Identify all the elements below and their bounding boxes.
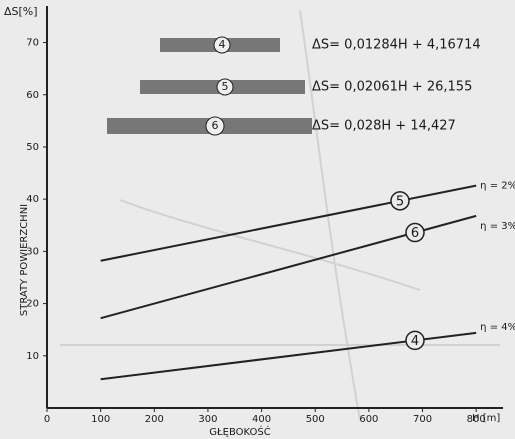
icon-label: 4 [219, 38, 226, 51]
x-tick-label: 500 [306, 414, 325, 425]
icon-5: 5 [140, 79, 305, 95]
x-tick-label: 300 [198, 414, 217, 425]
background-traces [60, 10, 500, 420]
series-label: 6 [411, 226, 419, 241]
x-tick-label: 100 [91, 414, 110, 425]
y-tick-label: 70 [26, 38, 39, 49]
x-tick-label: 200 [145, 414, 164, 425]
equation: ΔS= 0,02061H + 26,155 [312, 80, 472, 95]
eta-label: η = 2% [480, 181, 515, 192]
y-tick-label: 50 [26, 142, 39, 153]
x-tick-label: 600 [359, 414, 378, 425]
x-tick-label: 800 [467, 414, 486, 425]
y-tick-label: 40 [26, 194, 39, 205]
x-tick-label: 400 [252, 414, 271, 425]
y-tick-label: 20 [26, 299, 39, 310]
x-tick-label: 700 [413, 414, 432, 425]
series-label: 4 [411, 334, 419, 349]
x-tick-label: 0 [44, 414, 50, 425]
icon-6: 6 [107, 117, 312, 135]
icon-label: 5 [222, 80, 229, 93]
chart: 4 5 6 ΔS[%] H [m] GŁĘBOKOŚĆ STRATY POWIE… [0, 0, 515, 439]
x-title: GŁĘBOKOŚĆ [209, 425, 270, 438]
icon-4: 4 [160, 37, 280, 53]
faint-curve [120, 200, 420, 290]
eta-label: η = 4% [480, 322, 515, 333]
equation: ΔS= 0,01284H + 4,16714 [312, 38, 481, 53]
equation: ΔS= 0,028H + 14,427 [312, 119, 456, 134]
eta-label: η = 3% [480, 221, 515, 232]
y-tick-label: 60 [26, 90, 39, 101]
icon-label: 6 [212, 119, 219, 132]
y-tick-label: 30 [26, 246, 39, 257]
page: {"chart_data": {"type": "line", "y_label… [0, 0, 515, 439]
y-tick-label: 10 [26, 351, 39, 362]
y-axis-label: ΔS[%] [4, 5, 38, 18]
series-label: 5 [396, 194, 404, 209]
